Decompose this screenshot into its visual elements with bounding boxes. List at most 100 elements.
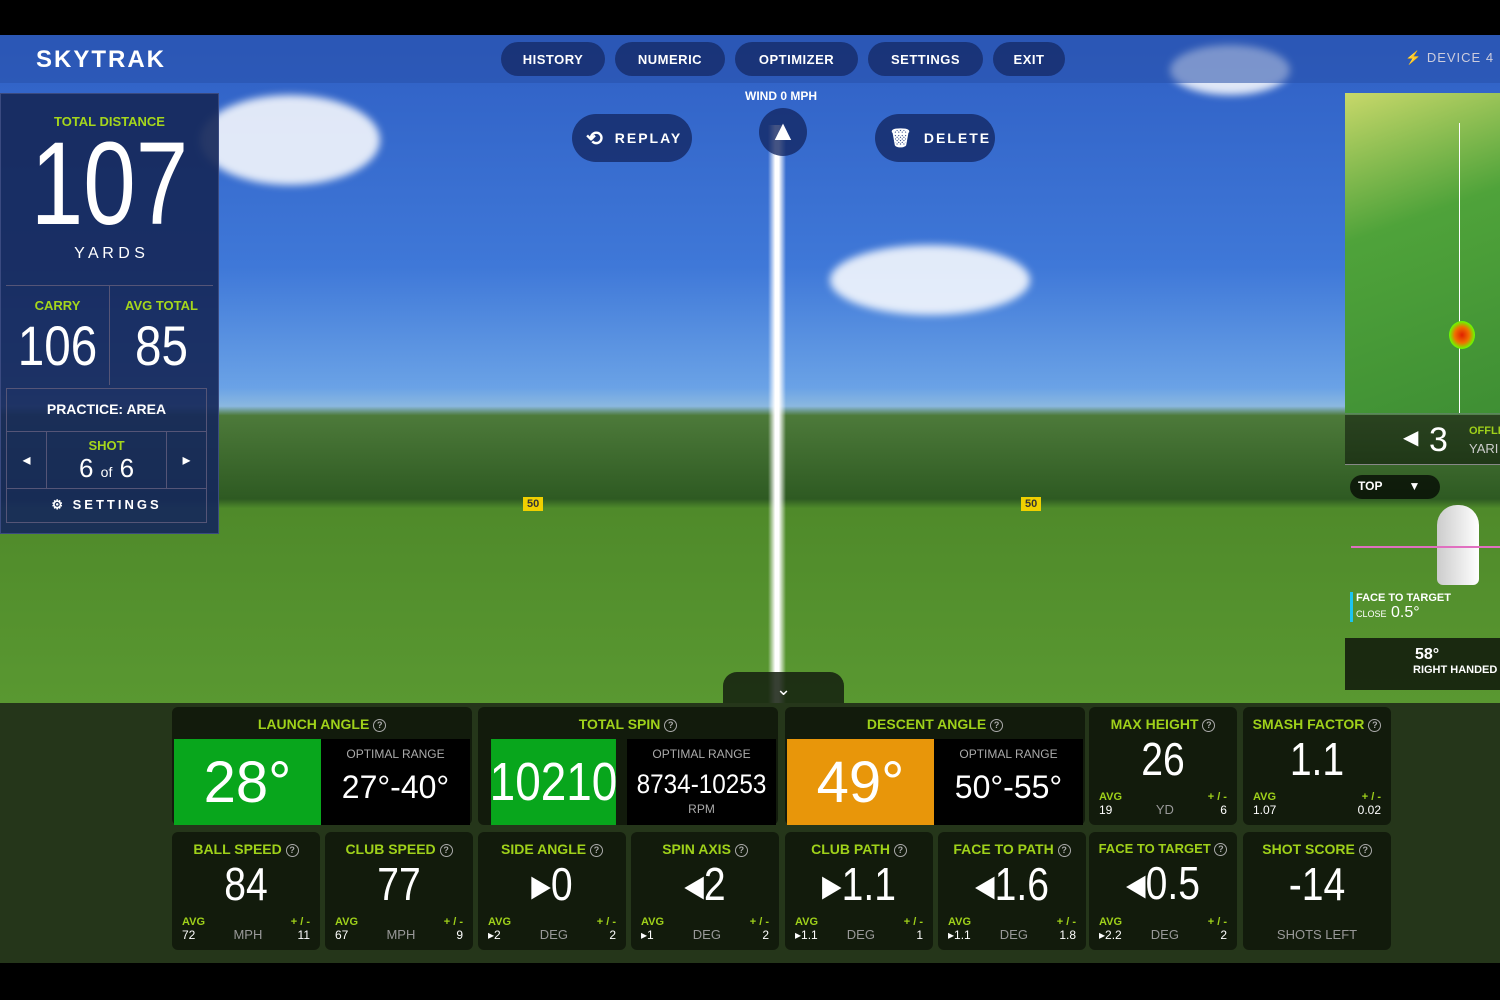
spread-value: 1.8 [1059, 928, 1076, 942]
help-icon[interactable]: ? [664, 719, 678, 732]
metric-value: -14 [1288, 858, 1346, 910]
nav-exit[interactable]: EXIT [993, 42, 1065, 76]
unit-label: DEG [1150, 927, 1179, 942]
unit-label: YD [1155, 802, 1174, 817]
wind-arrow-icon: ▲ [759, 108, 807, 156]
metric-title: CLUB SPEED [345, 841, 436, 857]
help-icon[interactable]: ? [589, 844, 603, 857]
metric-card-club-path: CLUB PATH ? ▸1.1 AVG ▸1.1 DEG + / -1 [785, 832, 933, 950]
practice-mode: PRACTICE: AREA [46, 401, 167, 417]
total-distance-value: 107 [30, 118, 189, 250]
optimal-range-value: 27°-40° [341, 769, 450, 805]
unit-label: MPH [386, 927, 416, 942]
offline-unit: YARI [1469, 441, 1499, 456]
replay-button[interactable]: ⟲ REPLAY [572, 114, 692, 162]
avg-label: AVG [335, 916, 359, 928]
help-icon[interactable]: ? [285, 844, 299, 857]
metric-value: ◂2 [684, 858, 726, 910]
chevron-down-icon: ▼ [1408, 479, 1421, 493]
offline-label: OFFLI [1469, 425, 1500, 437]
spread-label: + / - [1361, 791, 1381, 803]
help-icon[interactable]: ? [893, 844, 907, 857]
settings-label: SETTINGS [72, 497, 162, 512]
unit-label: RPM [688, 802, 715, 816]
metric-title: MAX HEIGHT [1110, 716, 1199, 732]
metric-value: 49° [787, 739, 934, 825]
metric-value: 77 [377, 858, 421, 910]
metric-card-face-to-target: FACE TO TARGET ? ◂0.5 AVG ▸2.2 DEG + / -2 [1089, 832, 1237, 950]
nav-numeric[interactable]: NUMERIC [615, 42, 725, 76]
carry-label: CARRY [34, 298, 81, 313]
optimal-range: OPTIMAL RANGE 27°-40° [321, 739, 470, 825]
help-icon[interactable]: ? [1358, 844, 1372, 857]
metric-title: SIDE ANGLE [501, 841, 587, 857]
nav-history[interactable]: HISTORY [501, 42, 605, 76]
avg-value: 1.07 [1253, 803, 1277, 817]
replay-label: REPLAY [614, 130, 683, 146]
metric-value: ▸1.1 [821, 858, 896, 910]
optimal-range-label: OPTIMAL RANGE [652, 747, 751, 761]
avg-label: AVG [1099, 791, 1123, 803]
avg-label: AVG [795, 916, 819, 928]
help-icon[interactable]: ? [1057, 844, 1071, 857]
metric-value: 28° [174, 739, 321, 825]
metric-card-max-height: MAX HEIGHT ? 26 AVG 19 YD + / -6 [1089, 707, 1237, 825]
avg-value: ▸1.1 [948, 928, 971, 942]
ftt-label: FACE TO TARGET [1356, 592, 1451, 604]
replay-icon: ⟲ [586, 127, 605, 150]
metric-title: SHOT SCORE [1262, 841, 1355, 857]
avg-value: ▸1.1 [795, 928, 818, 942]
unit-label: MPH [233, 927, 263, 942]
avg-value: 72 [182, 928, 196, 942]
metric-card-spin-axis: SPIN AXIS ? ◂2 AVG ▸1 DEG + / -2 [631, 832, 779, 950]
help-icon[interactable]: ? [1368, 719, 1382, 732]
optimal-range: OPTIMAL RANGE 50°-55° [934, 739, 1083, 825]
collapse-panel-button[interactable]: ⌄ [723, 672, 844, 704]
avg-value: ▸2 [488, 928, 501, 942]
avg-label: AVG [1099, 916, 1123, 928]
help-icon[interactable]: ? [990, 719, 1004, 732]
dispersion-map [1345, 93, 1500, 413]
help-icon[interactable]: ? [439, 844, 453, 857]
help-icon[interactable]: ? [734, 844, 748, 857]
metric-title: SMASH FACTOR [1252, 716, 1365, 732]
spread-value: 9 [456, 928, 463, 942]
metric-value: ◂0.5 [1125, 857, 1200, 909]
metric-card-face-to-path: FACE TO PATH ? ◂1.6 AVG ▸1.1 DEG + / -1.8 [938, 832, 1086, 950]
metric-title: DESCENT ANGLE [866, 716, 987, 732]
spread-label: + / - [290, 916, 310, 928]
optimal-range-label: OPTIMAL RANGE [346, 747, 445, 761]
metric-value: 26 [1141, 733, 1185, 785]
spread-value: 2 [609, 928, 616, 942]
logo: SKYTRAK [36, 46, 167, 73]
settings-button[interactable]: ⚙ SETTINGS [7, 497, 206, 513]
avg-value: 19 [1099, 803, 1113, 817]
metric-card-shot-score: SHOT SCORE ? -14 SHOTS LEFT [1243, 832, 1391, 950]
trash-icon: 🗑 [889, 127, 914, 148]
dispersion-panel: ◀ 3 OFFLI YARI TOP ▼ FACE TO TARGET CLOSE… [1345, 93, 1500, 690]
unit-label: SHOTS LEFT [1276, 927, 1358, 942]
wind-label: WIND 0 MPH [745, 89, 817, 103]
device-status: ⚡ DEVICE 4 [1405, 50, 1494, 66]
view-value: TOP [1358, 479, 1383, 493]
distance-panel: TOTAL DISTANCE 107 Y A R D S CARRY 106 AV… [0, 93, 219, 534]
nav-optimizer[interactable]: OPTIMIZER [735, 42, 858, 76]
metric-value: 10210 [490, 739, 617, 825]
delete-button[interactable]: 🗑 DELETE [875, 114, 995, 162]
help-icon[interactable]: ? [1202, 719, 1216, 732]
next-shot-button[interactable]: ▸ [166, 432, 206, 488]
club-loft: 58° [1415, 646, 1440, 663]
spread-value: 6 [1220, 803, 1227, 817]
help-icon[interactable]: ? [373, 719, 387, 732]
help-icon[interactable]: ? [1214, 843, 1228, 856]
metric-card-ball-speed: BALL SPEED ? 84 AVG 72 MPH + / -11 [172, 832, 320, 950]
avg-label: AVG [182, 916, 206, 928]
nav-settings[interactable]: SETTINGS [868, 42, 983, 76]
spread-value: 2 [1220, 928, 1227, 942]
view-dropdown[interactable]: TOP ▼ [1350, 475, 1440, 499]
unit-label: DEG [846, 927, 875, 942]
prev-shot-button[interactable]: ◂ [7, 432, 47, 488]
metric-title: TOTAL SPIN [578, 716, 661, 732]
shot-label: SHOT [88, 438, 125, 453]
gear-icon: ⚙ [51, 497, 66, 512]
